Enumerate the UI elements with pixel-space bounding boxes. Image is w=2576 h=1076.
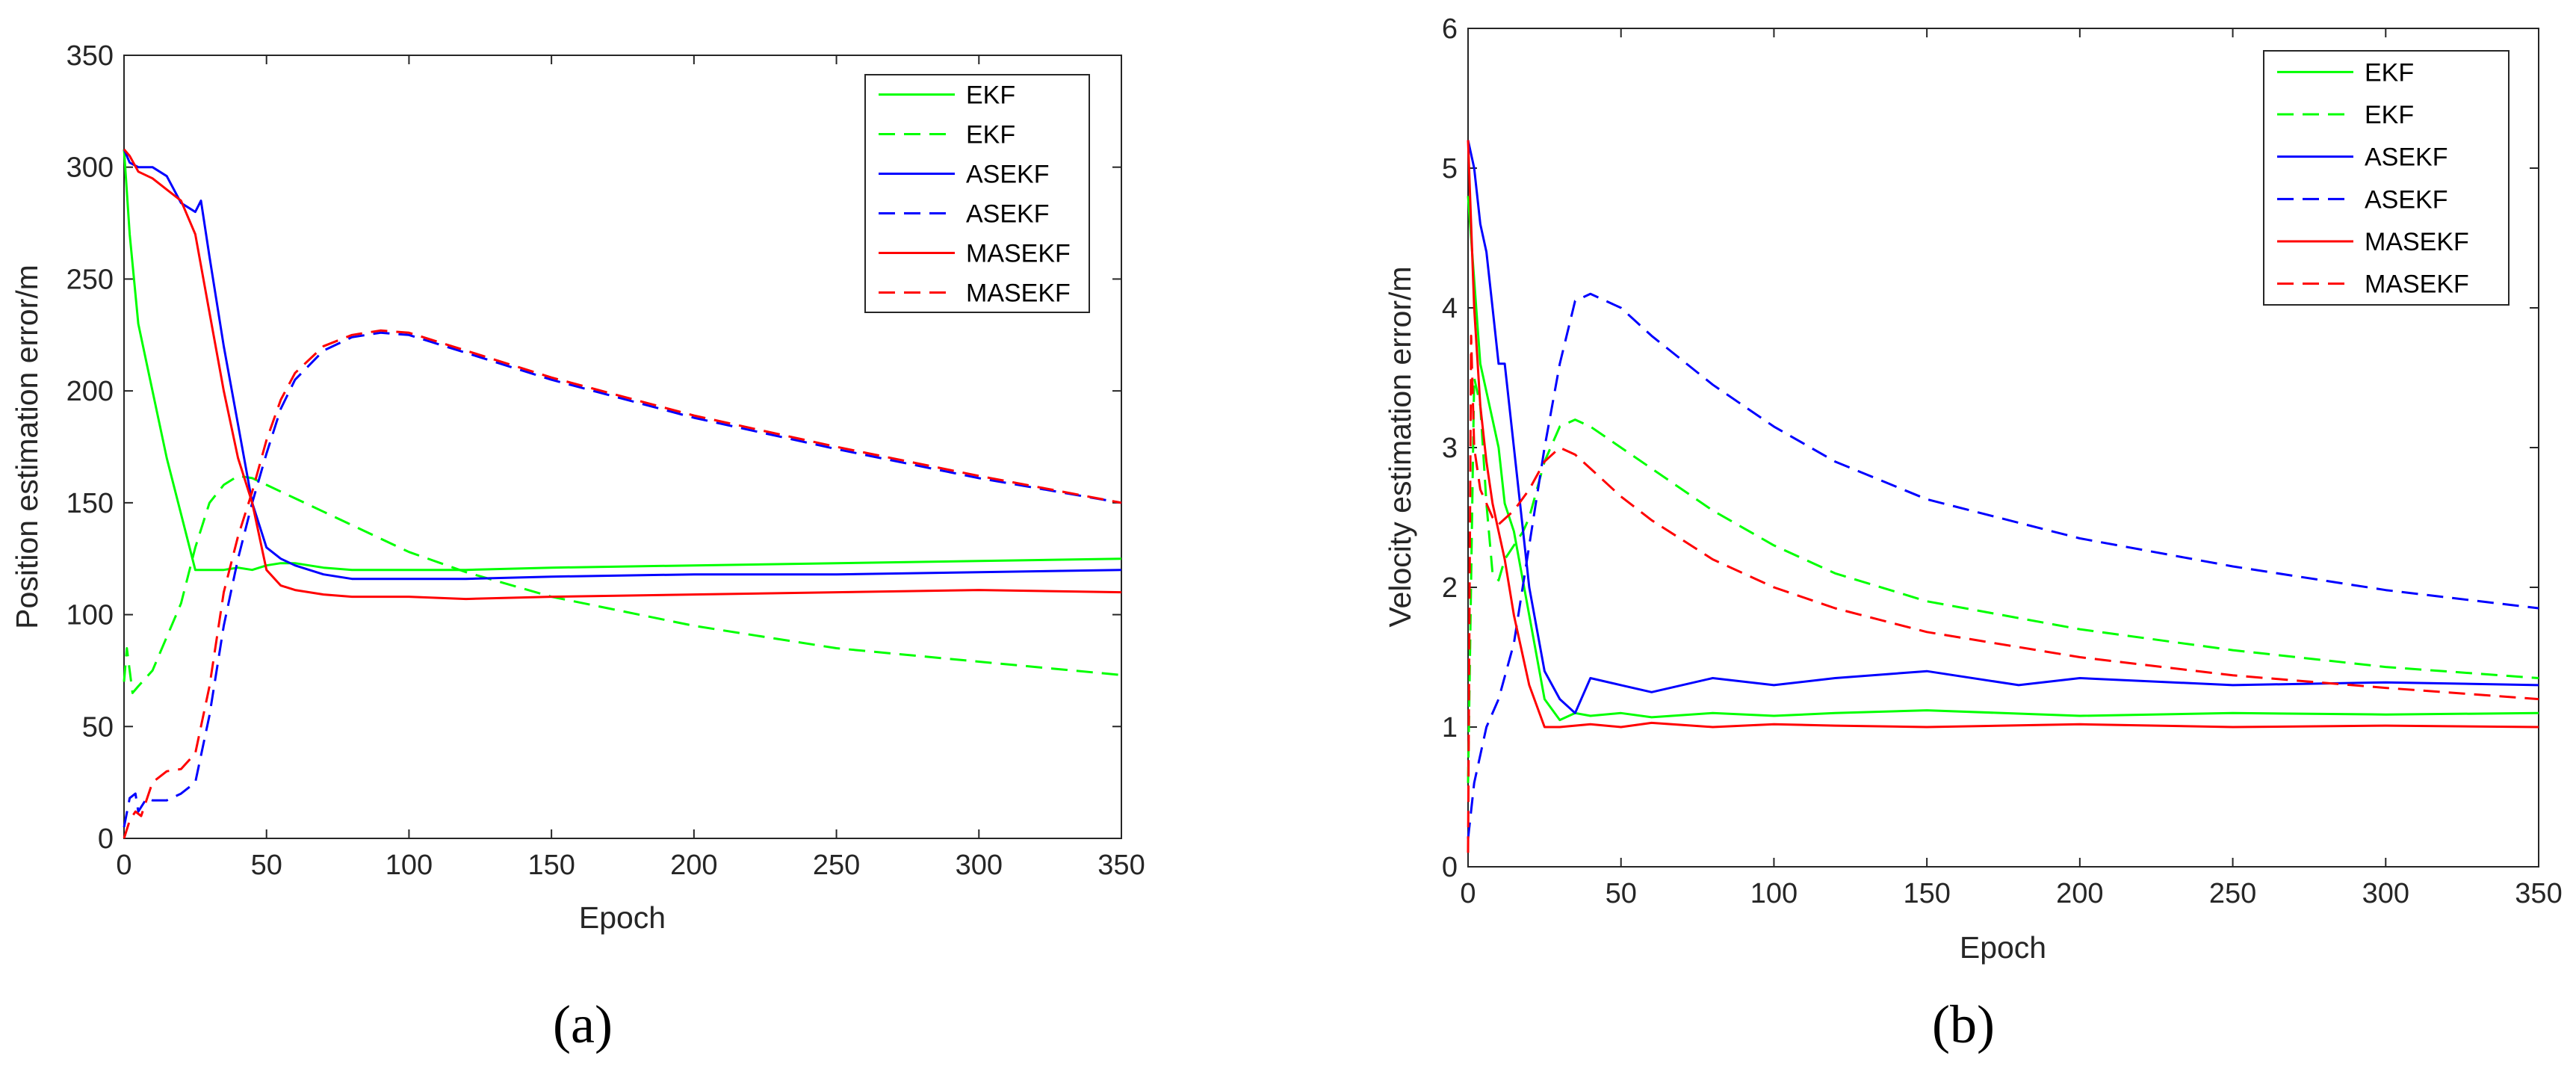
legend-entry-asekf: ASEKF xyxy=(2365,185,2447,214)
x-tick-label: 50 xyxy=(1606,878,1637,909)
x-tick-label: 150 xyxy=(1903,878,1950,909)
chart-panel-a: 0 50 100 150 200 250 300 350 0 50 100 150 200 250 300 3… xyxy=(10,40,1145,1054)
legend-entry-ekf: EKF xyxy=(2365,58,2414,87)
x-tick-label: 100 xyxy=(1750,878,1798,909)
legend-entry-masekf: MASEKF xyxy=(2365,228,2469,256)
axis-ticks-b: 0 50 100 150 200 250 300 350 0 1 2 3 4 5 6 xyxy=(1442,13,2563,909)
series-line-masekf-solid xyxy=(1467,140,2539,729)
legend-entry-asekf: ASEKF xyxy=(2365,143,2447,172)
series-line-masekf-solid xyxy=(123,148,1122,601)
series-line-asekf-dashed xyxy=(123,331,1122,828)
panel-label-b: (b) xyxy=(1932,995,1995,1054)
legend-entry-asekf: ASEKF xyxy=(966,200,1049,229)
series-line-asekf-solid xyxy=(123,149,1122,581)
y-axis-label-b: Velocity estimation error/m xyxy=(1383,266,1417,627)
x-tick-label: 350 xyxy=(2515,878,2562,909)
series-lines-b xyxy=(1467,140,2539,853)
y-tick-label: 5 xyxy=(1442,153,1458,185)
series-line-masekf-dashed xyxy=(1467,334,2539,853)
legend-entry-ekf: EKF xyxy=(966,121,1015,149)
x-tick-label: 100 xyxy=(386,850,433,881)
y-tick-label: 200 xyxy=(66,376,114,407)
y-axis-label-a: Position estimation error/m xyxy=(10,265,44,629)
y-tick-label: 350 xyxy=(66,40,114,72)
legend-entry-asekf: ASEKF xyxy=(966,161,1049,189)
x-tick-label: 300 xyxy=(2362,878,2409,909)
x-tick-label: 0 xyxy=(1460,878,1476,909)
x-tick-label: 150 xyxy=(527,850,575,881)
axis-ticks-a: 0 50 100 150 200 250 300 350 0 50 100 150 200 250 300 3… xyxy=(66,40,1145,881)
x-tick-label: 250 xyxy=(2209,878,2256,909)
y-tick-label: 50 xyxy=(82,711,114,743)
y-tick-label: 0 xyxy=(1442,852,1458,883)
legend-box xyxy=(864,74,1090,313)
series-line-asekf-dashed xyxy=(1467,292,2539,839)
y-tick-label: 100 xyxy=(66,600,114,631)
y-tick-label: 6 xyxy=(1442,13,1458,45)
series-line-ekf-dashed xyxy=(1467,377,2539,783)
y-tick-label: 300 xyxy=(66,152,114,184)
y-tick-label: 150 xyxy=(66,488,114,519)
legend-entry-masekf: MASEKF xyxy=(966,279,1071,308)
y-tick-label: 1 xyxy=(1442,712,1458,743)
x-tick-label: 350 xyxy=(1097,850,1145,881)
legend-entry-ekf: EKF xyxy=(966,81,1015,110)
y-tick-label: 4 xyxy=(1442,293,1458,324)
legend-entry-ekf: EKF xyxy=(2365,101,2414,129)
x-tick-label: 200 xyxy=(2056,878,2103,909)
y-tick-label: 0 xyxy=(98,823,114,855)
series-lines-a xyxy=(123,148,1122,839)
x-tick-label: 200 xyxy=(670,850,717,881)
x-tick-label: 250 xyxy=(813,850,860,881)
legend-entry-masekf: MASEKF xyxy=(966,240,1071,268)
x-tick-label: 0 xyxy=(116,850,131,881)
series-line-masekf-dashed xyxy=(123,329,1122,839)
panel-label-a: (a) xyxy=(553,995,613,1054)
chart-panel-b: 0 50 100 150 200 250 300 350 0 1 2 3 4 5 6 EKF EKF ASEKF… xyxy=(1383,13,2563,1054)
y-tick-label: 250 xyxy=(66,264,114,295)
x-tick-label: 50 xyxy=(251,850,282,881)
legend-box xyxy=(2263,50,2510,306)
y-tick-label: 2 xyxy=(1442,572,1458,604)
legend-b: EKF EKF ASEKF ASEKF MASEKF MASEKF xyxy=(2263,50,2510,306)
y-tick-label: 3 xyxy=(1442,433,1458,464)
x-tick-label: 300 xyxy=(956,850,1003,881)
x-axis-label-a: Epoch xyxy=(579,900,666,935)
series-line-asekf-solid xyxy=(1467,140,2539,714)
legend-a: EKF EKF ASEKF ASEKF MASEKF MASEKF xyxy=(864,74,1090,313)
legend-entry-masekf: MASEKF xyxy=(2365,270,2469,299)
x-axis-label-b: Epoch xyxy=(1960,930,2046,965)
